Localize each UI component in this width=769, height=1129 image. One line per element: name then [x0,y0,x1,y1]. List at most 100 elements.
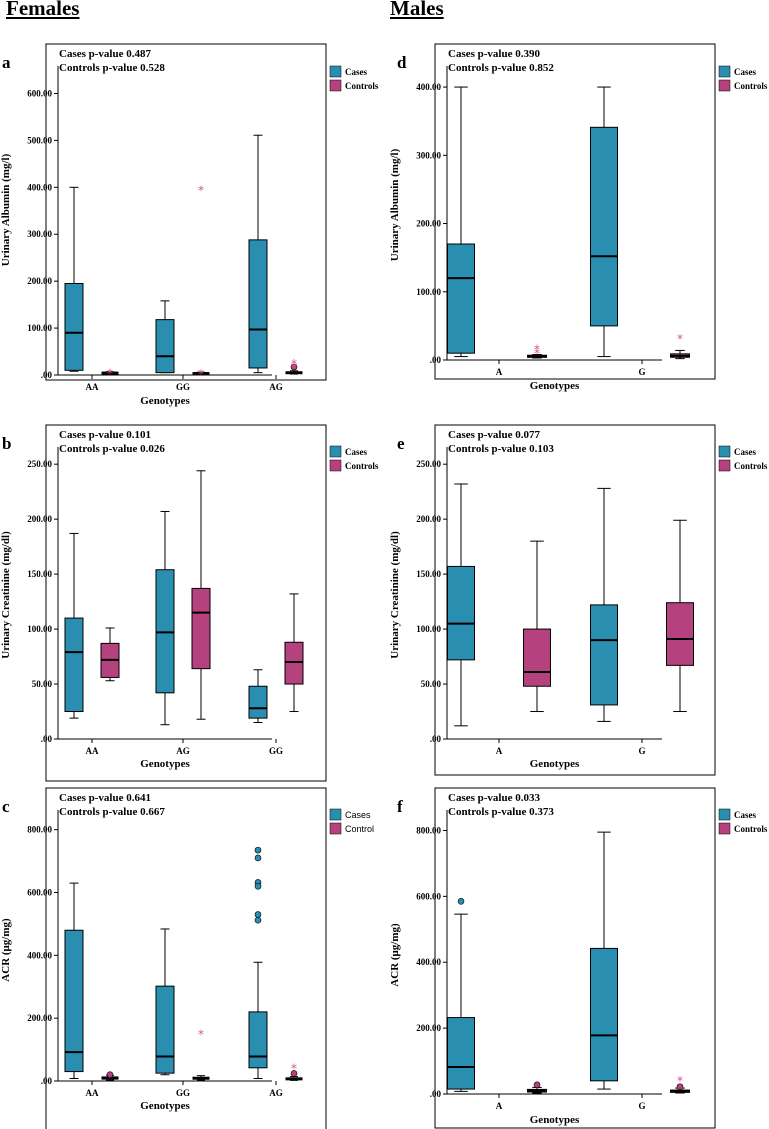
p-value-annotation: Controls p-value 0.852 [448,62,554,74]
y-tick-label: 600.00 [27,888,52,898]
panel-frame [434,43,716,380]
x-tick-label: G [638,1101,645,1111]
box-controls-A [523,540,551,713]
legend-swatch-cases [329,808,342,821]
y-tick-label: 200.00 [27,1013,52,1023]
panel-frame [434,424,716,776]
p-value-annotation: Controls p-value 0.103 [448,443,554,455]
legend-swatch-cases [718,65,731,78]
panel-letter: f [397,797,403,816]
extreme-point: * [198,183,204,197]
panel-a: a Cases p-value 0.487 Controls p-value 0.5… [0,43,379,407]
box-controls-G: * [670,332,690,360]
panel-c: c Cases p-value 0.641 Controls p-value 0.6… [0,787,374,1129]
y-tick-label: 300.00 [27,229,52,239]
iqr-box [590,126,618,327]
extreme-point: * [291,1061,297,1075]
p-value-annotation: Cases p-value 0.641 [59,792,151,804]
females-heading: Females [6,0,80,20]
outlier-point [254,854,262,862]
outlier-point [254,882,262,890]
iqr-box [155,319,175,374]
box-controls-G: * [670,1074,690,1094]
x-axis-title: Genotypes [530,380,580,392]
y-tick-label: .00 [41,734,53,744]
outlier-point [676,1083,684,1091]
legend-label: Cases [734,810,756,820]
x-tick-label: AG [269,382,283,392]
legend-label: Cases [345,810,371,820]
y-tick-label: 400.00 [27,182,52,192]
y-axis-title: ACR (μg/mg) [0,918,12,982]
x-tick-label: A [496,1101,503,1111]
y-axis-title: Urinary Albumin (mg/l) [0,153,12,266]
extreme-point: * [198,367,204,381]
legend-label: Controls [734,824,768,834]
iqr-box [447,243,475,354]
legend-swatch-cases [329,65,342,78]
legend-swatch-controls [718,79,731,92]
y-axis-title: Urinary Creatinine (mg/dl) [389,531,401,659]
x-tick-label: G [638,746,645,756]
x-axis-title: Genotypes [140,1100,190,1112]
box-cases-AA [64,186,84,372]
x-tick-label: AG [269,1088,283,1098]
legend-label: Cases [734,447,756,457]
outlier-point [254,911,262,918]
iqr-box [248,1011,268,1069]
y-tick-label: 200.00 [416,219,441,229]
box-cases-G [590,831,618,1090]
extreme-point: * [107,366,113,380]
panel-letter: a [2,53,11,72]
iqr-box [248,685,268,719]
x-tick-label: GG [176,382,190,392]
panel-e: e Cases p-value 0.077 Controls p-value 0.1… [389,424,768,776]
y-tick-label: 100.00 [27,624,52,634]
box-controls-AG: * [285,1061,303,1081]
p-value-annotation: Cases p-value 0.101 [59,429,151,441]
p-value-annotation: Cases p-value 0.077 [448,429,540,441]
p-value-annotation: Controls p-value 0.667 [59,806,165,818]
y-tick-label: 100.00 [416,624,441,634]
y-tick-label: 600.00 [27,88,52,98]
box-controls-GG [284,593,304,713]
box-controls-AA [101,1071,119,1081]
box-controls-AG: ** [285,357,303,375]
x-tick-label: AA [86,746,99,756]
box-cases-A [447,897,475,1092]
box-controls-GG: ** [192,183,210,381]
x-axis-title: Genotypes [140,395,190,407]
iqr-box [155,569,175,694]
box-cases-AG [155,510,175,726]
panel-frame [45,787,327,1129]
y-tick-label: 300.00 [416,150,441,160]
x-tick-label: GG [269,746,283,756]
legend-label: Cases [345,67,367,77]
p-value-annotation: Controls p-value 0.528 [59,62,165,74]
y-tick-label: 250.00 [416,459,441,469]
legend-swatch-cases [718,445,731,458]
y-tick-label: 800.00 [27,825,52,835]
iqr-box [155,985,175,1074]
outlier-point [254,846,262,854]
y-tick-label: 200.00 [416,514,441,524]
x-axis-title: Genotypes [530,1114,580,1126]
panel-letter: d [397,53,407,72]
box-cases-G [590,487,618,722]
legend-label: Cases [734,67,756,77]
iqr-box [64,283,84,371]
outlier-point [533,1081,541,1089]
extreme-point: * [677,1074,683,1088]
extreme-point: * [291,357,297,371]
outlier-point [290,1070,298,1077]
x-axis-title: Genotypes [530,758,580,770]
y-tick-label: 400.00 [27,950,52,960]
legend-label: Controls [734,81,768,91]
iqr-box [284,641,304,685]
x-tick-label: A [496,367,503,377]
y-tick-label: 100.00 [416,287,441,297]
x-tick-label: AA [86,1088,99,1098]
y-tick-label: .00 [41,370,53,380]
extreme-point: * [677,332,683,346]
